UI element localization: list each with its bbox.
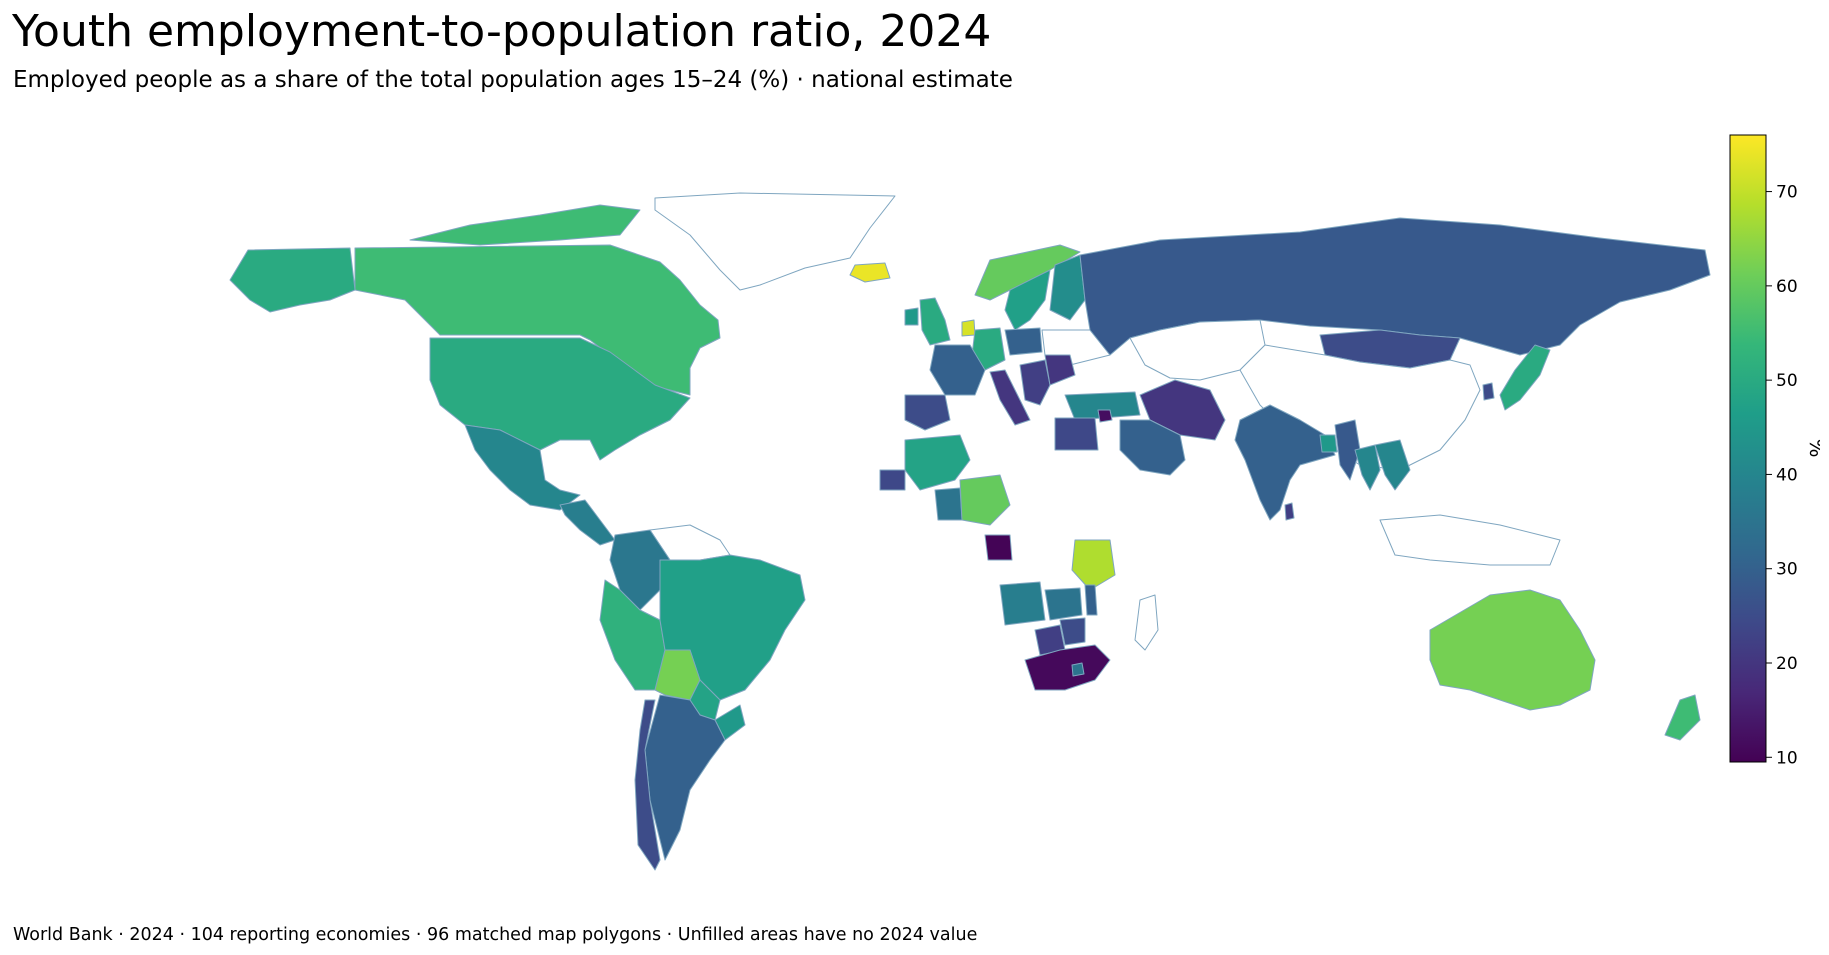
colorbar-ticks <box>1766 191 1772 758</box>
country-malawi[interactable] <box>1084 584 1098 616</box>
country-madagascar[interactable] <box>1134 594 1159 651</box>
colorbar: 10 20 30 40 50 60 70 % <box>1729 134 1820 769</box>
country-central-america[interactable] <box>559 499 616 546</box>
country-thailand[interactable] <box>1354 444 1381 491</box>
country-canada[interactable] <box>409 204 641 246</box>
country-senegal[interactable] <box>879 469 906 491</box>
colorbar-label: % <box>1805 438 1820 457</box>
country-new-zealand[interactable] <box>1664 694 1701 741</box>
country-spain[interactable] <box>904 394 951 431</box>
map-title: Youth employment-to-population ratio, 20… <box>12 6 992 57</box>
country-ireland[interactable] <box>904 307 919 326</box>
colorbar-tick-label: 20 <box>1776 654 1798 674</box>
country-zambia[interactable] <box>1044 587 1083 621</box>
colorbar-gradient <box>1729 134 1767 763</box>
map-footer: World Bank · 2024 · 104 reporting econom… <box>13 925 978 945</box>
country-greenland[interactable] <box>654 192 896 291</box>
country-iceland[interactable] <box>849 262 891 283</box>
colorbar-tick-label: 10 <box>1776 748 1798 768</box>
country-sri-lanka[interactable] <box>1284 502 1295 521</box>
country-finland[interactable] <box>1049 254 1086 321</box>
country-romania[interactable] <box>1044 354 1076 386</box>
country-japan[interactable] <box>1499 344 1551 411</box>
country-bangladesh[interactable] <box>1319 434 1338 453</box>
country-balkans[interactable] <box>1019 359 1051 406</box>
country-sweden[interactable] <box>1004 269 1051 331</box>
country-south-korea[interactable] <box>1482 382 1495 401</box>
country-vietnam[interactable] <box>1374 439 1411 491</box>
country-nigeria[interactable] <box>959 474 1011 526</box>
country-india[interactable] <box>1234 404 1336 521</box>
colorbar-tick-label: 60 <box>1776 277 1798 297</box>
country-united-states[interactable] <box>229 247 356 313</box>
country-gabon[interactable] <box>984 534 1013 561</box>
country-egypt[interactable] <box>1054 417 1099 451</box>
country-ghana[interactable] <box>934 487 963 521</box>
country-poland[interactable] <box>1004 327 1043 356</box>
country-france[interactable] <box>929 344 986 396</box>
country-argentina[interactable] <box>644 694 726 861</box>
country-united-kingdom[interactable] <box>919 297 951 346</box>
country-indonesia[interactable] <box>1379 514 1561 566</box>
country-myanmar[interactable] <box>1334 419 1361 481</box>
country-jordan[interactable] <box>1097 409 1113 423</box>
country-lesotho[interactable] <box>1071 662 1085 677</box>
country-south-africa[interactable] <box>1024 644 1111 691</box>
country-turkey[interactable] <box>1064 391 1141 421</box>
country-saudi-arabia[interactable] <box>1119 419 1186 476</box>
map-subtitle: Employed people as a share of the total … <box>13 67 1013 93</box>
country-angola[interactable] <box>999 581 1046 626</box>
colorbar-tick-labels: 10 20 30 40 50 60 70 <box>1776 183 1798 769</box>
country-zimbabwe[interactable] <box>1059 617 1086 646</box>
country-netherlands[interactable] <box>961 319 976 337</box>
country-australia[interactable] <box>1429 589 1596 711</box>
country-polygons <box>229 192 1711 871</box>
country-chile[interactable] <box>634 699 661 871</box>
colorbar-tick-label: 50 <box>1776 371 1798 391</box>
country-colombia[interactable] <box>609 529 671 611</box>
colorbar-tick-label: 40 <box>1776 465 1798 485</box>
country-brazil[interactable] <box>659 554 806 701</box>
country-canada[interactable] <box>354 244 721 396</box>
country-united-states[interactable] <box>429 337 691 461</box>
colorbar-tick-label: 70 <box>1776 183 1798 203</box>
country-italy[interactable] <box>989 369 1031 426</box>
colorbar-tick-label: 30 <box>1776 560 1798 580</box>
country-mali[interactable] <box>904 434 971 491</box>
country-tanzania[interactable] <box>1071 539 1116 591</box>
